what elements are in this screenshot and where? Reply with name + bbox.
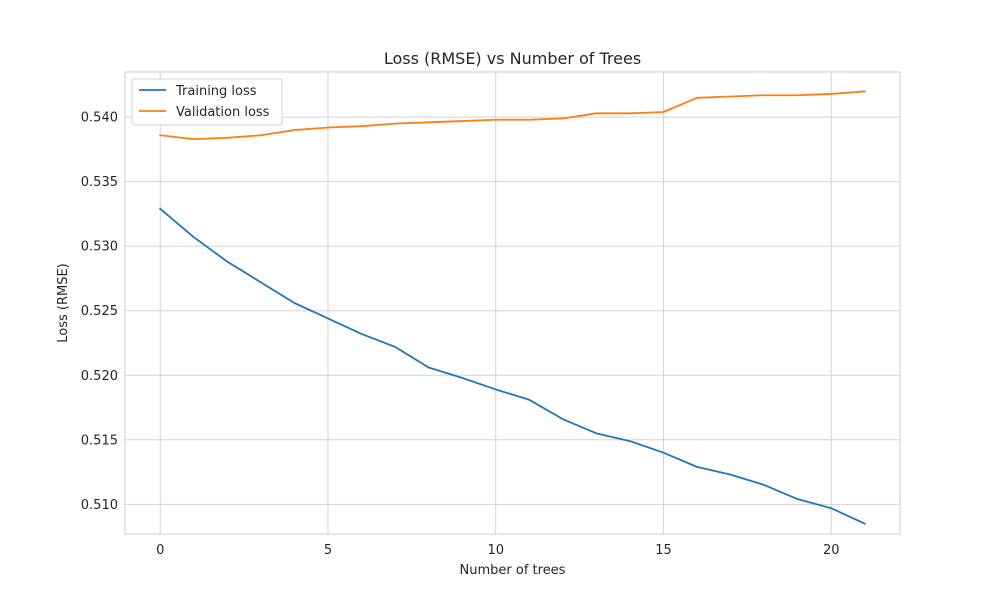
- x-tick-label: 5: [324, 543, 332, 558]
- x-axis-label: Number of trees: [460, 563, 566, 578]
- y-tick-label: 0.510: [81, 498, 118, 513]
- y-tick-label: 0.535: [81, 175, 118, 190]
- legend-label-validation-loss: Validation loss: [176, 105, 270, 120]
- x-tick-label: 10: [487, 543, 504, 558]
- y-tick-label: 0.520: [81, 369, 118, 384]
- y-tick-label: 0.530: [81, 240, 118, 255]
- x-tick-label: 15: [655, 543, 672, 558]
- training-loss-line: [158, 207, 866, 525]
- legend-label-training-loss: Training loss: [175, 84, 257, 99]
- legend: Training loss Validation loss: [131, 78, 283, 126]
- y-tick-label: 0.525: [81, 304, 118, 319]
- series-lines: [158, 90, 866, 525]
- chart-title: Loss (RMSE) vs Number of Trees: [384, 49, 641, 68]
- grid-lines: [125, 72, 900, 534]
- y-axis-label: Loss (RMSE): [56, 263, 71, 343]
- plot-area: [124, 71, 901, 535]
- legend-box: [131, 78, 283, 126]
- y-tick-label: 0.515: [81, 433, 118, 448]
- tick-labels: 0 5 10 15 20 0.510 0.515 0.520 0.525 0.530 0.535 0.…: [81, 111, 840, 558]
- validation-loss-line: [159, 90, 866, 141]
- y-tick-label: 0.540: [81, 111, 118, 126]
- x-tick-label: 0: [156, 543, 164, 558]
- x-tick-label: 20: [823, 543, 840, 558]
